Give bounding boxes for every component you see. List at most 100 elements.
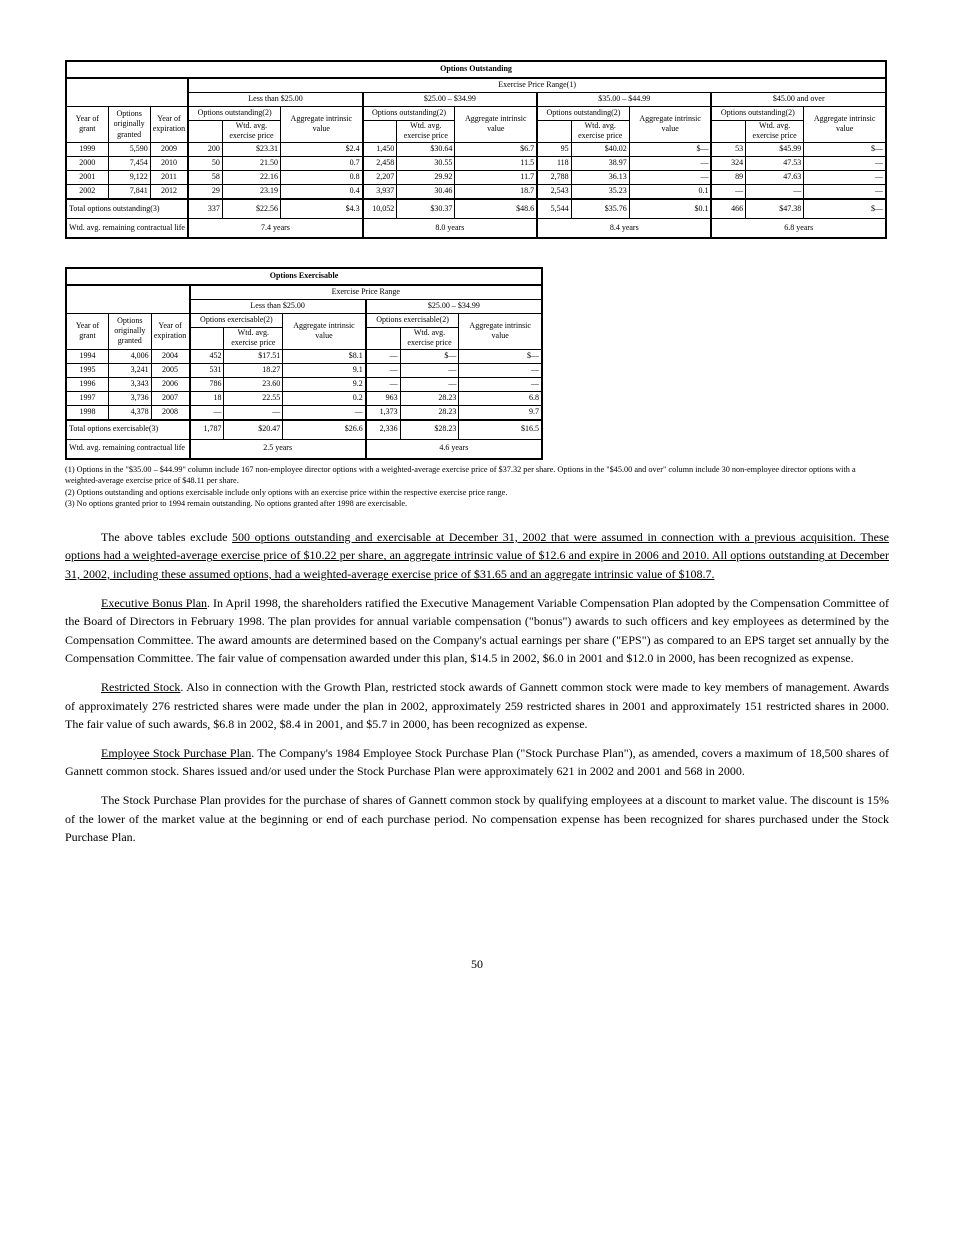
t1-wtd-3: 6.8 years xyxy=(711,218,886,238)
para1-a: The above tables exclude xyxy=(101,530,232,544)
table-cell: — xyxy=(190,405,224,420)
table-cell: — xyxy=(746,184,804,199)
table-cell: 22.55 xyxy=(224,391,283,405)
table-cell: 50 xyxy=(188,156,222,170)
body-text: The above tables exclude 500 options out… xyxy=(65,528,889,847)
table-cell: 18.7 xyxy=(455,184,537,199)
t1-tot-out-0: 337 xyxy=(188,199,222,219)
col-exp: Year of expiration xyxy=(150,107,188,143)
t1-tot-wtd-2: $35.76 xyxy=(571,199,629,219)
table-cell: — xyxy=(629,156,711,170)
table-cell: — xyxy=(804,156,886,170)
table-row: 19953,241200553118.279.1——— xyxy=(66,363,542,377)
table2-range-0: Less than $25.00 xyxy=(190,299,366,313)
table-cell: 200 xyxy=(188,142,222,156)
table-row: 19944,0062004452$17.51$8.1—$—$— xyxy=(66,349,542,363)
table-row: 19973,73620071822.550.296328.236.8 xyxy=(66,391,542,405)
table-cell: 118 xyxy=(537,156,571,170)
table-cell: 2007 xyxy=(151,391,189,405)
t2-wtd-1: 4.6 years xyxy=(366,439,542,459)
p3-body: . Also in connection with the Growth Pla… xyxy=(65,680,889,731)
table-cell: 9.2 xyxy=(283,377,366,391)
table-cell: $40.02 xyxy=(571,142,629,156)
t1-tot-wtd-0: $22.56 xyxy=(222,199,280,219)
t2-tot-wtd-0: $20.47 xyxy=(224,420,283,440)
para-espp: Employee Stock Purchase Plan. The Compan… xyxy=(65,744,889,781)
t1-tot-wtd-3: $47.38 xyxy=(746,199,804,219)
table-cell: 2011 xyxy=(150,170,188,184)
table-cell: — xyxy=(283,405,366,420)
table-cell: 7,454 xyxy=(108,156,150,170)
t2-col-agg-1: Aggregate intrinsic value xyxy=(459,313,542,349)
table-cell: — xyxy=(804,170,886,184)
table-cell: 29.92 xyxy=(397,170,455,184)
table-cell: — xyxy=(400,363,459,377)
table-cell: 3,937 xyxy=(363,184,397,199)
table-cell: 1,450 xyxy=(363,142,397,156)
table-cell: $— xyxy=(629,142,711,156)
table-cell: 38.97 xyxy=(571,156,629,170)
table-cell: 2009 xyxy=(150,142,188,156)
table-cell: 0.2 xyxy=(283,391,366,405)
table2-title: Options Exercisable xyxy=(66,268,542,285)
table-footnotes: (1) Options in the "$35.00 – $44.99" col… xyxy=(65,464,889,510)
t2-col-wtd-1: Wtd. avg. exercise price xyxy=(400,327,459,349)
col-out-3: Options outstanding(2) xyxy=(711,107,803,121)
table-cell: — xyxy=(459,363,542,377)
table-cell: 53 xyxy=(711,142,745,156)
table-cell: 7,841 xyxy=(108,184,150,199)
col-agg-2: Aggregate intrinsic value xyxy=(629,107,711,143)
table-cell: 1999 xyxy=(66,142,108,156)
table-cell: 9.7 xyxy=(459,405,542,420)
table-cell: — xyxy=(366,363,400,377)
table-cell: 95 xyxy=(537,142,571,156)
col-out-0: Options outstanding(2) xyxy=(188,107,280,121)
t2-col-out-0: Options exercisable(2) xyxy=(190,313,283,327)
table-cell: 2,458 xyxy=(363,156,397,170)
table-cell: $23.31 xyxy=(222,142,280,156)
footnote-2: (2) Options outstanding and options exer… xyxy=(65,487,889,499)
table-cell: 1995 xyxy=(66,363,109,377)
t1-tot-agg-2: $0.1 xyxy=(629,199,711,219)
t2-wtdrow-label: Wtd. avg. remaining contractual life xyxy=(66,439,190,459)
col-out-2: Options outstanding(2) xyxy=(537,107,629,121)
table1-range-0: Less than $25.00 xyxy=(188,93,362,107)
table-cell: — xyxy=(804,184,886,199)
t2-tot-agg-0: $26.6 xyxy=(283,420,366,440)
table-cell: — xyxy=(400,377,459,391)
t2-col-wtd-0: Wtd. avg. exercise price xyxy=(224,327,283,349)
table-cell: 2,788 xyxy=(537,170,571,184)
table-cell: 0.8 xyxy=(280,170,362,184)
table-cell: 0.1 xyxy=(629,184,711,199)
t2-tot-wtd-1: $28.23 xyxy=(400,420,459,440)
table1-title: Options Outstanding xyxy=(66,61,886,78)
t1-totals-label: Total options outstanding(3) xyxy=(66,199,188,219)
t1-wtd-1: 8.0 years xyxy=(363,218,537,238)
col-agg-3: Aggregate intrinsic value xyxy=(804,107,886,143)
t2-col-out-1: Options exercisable(2) xyxy=(366,313,459,327)
t2-col-year: Year of grant xyxy=(66,313,109,349)
col-out-1: Options outstanding(2) xyxy=(363,107,455,121)
table-cell: $— xyxy=(804,142,886,156)
table-cell: — xyxy=(459,377,542,391)
col-orig: Options originally granted xyxy=(108,107,150,143)
col-wtd-0: Wtd. avg. exercise price xyxy=(222,121,280,143)
table1-range-1: $25.00 – $34.99 xyxy=(363,93,537,107)
table-cell: 3,343 xyxy=(109,377,152,391)
table-cell: 2,543 xyxy=(537,184,571,199)
table-cell: 18.27 xyxy=(224,363,283,377)
table-cell: 1994 xyxy=(66,349,109,363)
col-year: Year of grant xyxy=(66,107,108,143)
table1-range-3: $45.00 and over xyxy=(711,93,886,107)
table-cell: 2008 xyxy=(151,405,189,420)
table-cell: 11.7 xyxy=(455,170,537,184)
table-cell: 21.50 xyxy=(222,156,280,170)
table-cell: 2006 xyxy=(151,377,189,391)
t1-tot-agg-0: $4.3 xyxy=(280,199,362,219)
col-agg-0: Aggregate intrinsic value xyxy=(280,107,362,143)
table-cell: 1997 xyxy=(66,391,109,405)
table-cell: 9.1 xyxy=(283,363,366,377)
table1-range-2: $35.00 – $44.99 xyxy=(537,93,711,107)
col-agg-1: Aggregate intrinsic value xyxy=(455,107,537,143)
table-cell: — xyxy=(629,170,711,184)
